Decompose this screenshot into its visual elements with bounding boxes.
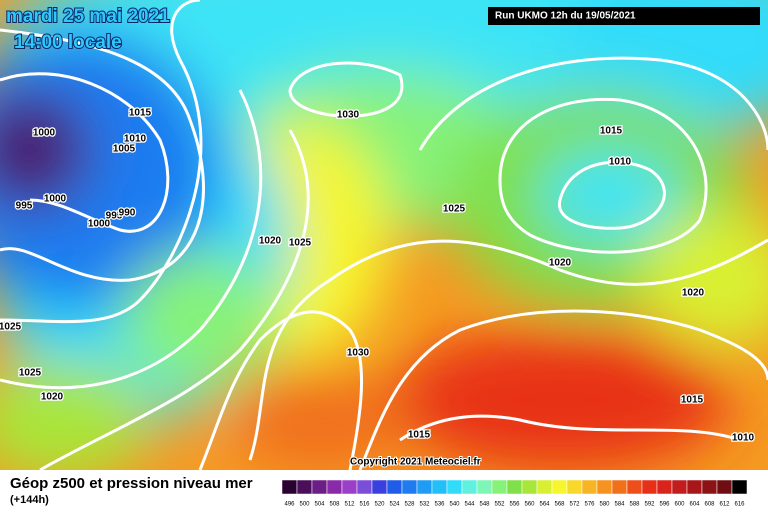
colorbar-swatch [716,479,733,495]
isobar-label: 1020 [549,258,572,269]
isobar-label: 1015 [681,395,704,406]
colorbar-label: 560 [524,502,535,508]
colorbar-swatch [551,479,568,495]
colorbar-swatch [446,479,463,495]
isobar-label: 1020 [41,392,64,403]
copyright: Copyright 2021 Meteociel.fr [350,457,481,468]
field [0,0,768,470]
colorbar-label: 600 [674,502,685,508]
colorbar-label: 500 [299,502,310,508]
isobar-label: 1010 [609,157,632,168]
isobar-label: 1000 [44,194,67,205]
colorbar-swatch [701,479,718,495]
colorbar-swatch [461,479,478,495]
colorbar-swatch [356,479,373,495]
colorbar-swatch [386,479,403,495]
isobar-label: 1030 [347,348,370,359]
time-title: 14:00 locale [14,32,122,53]
isobar-label: 1015 [129,108,152,119]
isobar-label: 1015 [600,126,623,137]
isobar-label: 1020 [259,236,282,247]
date-title: mardi 25 mai 2021 [6,6,170,27]
colorbar-swatch [596,479,613,495]
isobar-label: 1010 [124,134,147,145]
isobar-label: 1015 [408,430,431,441]
colorbar-label: 584 [614,502,625,508]
legend-title: Géop z500 et pression niveau mer [10,475,253,492]
isobar-labels: 1015 103010151010100510001010995100010009… [0,106,756,445]
isobar-label: 995 [106,211,123,222]
colorbar-label: 540 [449,502,460,508]
colorbar-label: 564 [539,502,550,508]
colorbar-label: 608 [704,502,715,508]
colorbar-label: 512 [344,502,355,508]
colorbar-label: 528 [404,502,415,508]
colorbar-label: 552 [494,502,505,508]
colorbar-label: 508 [329,502,340,508]
run-label: Run UKMO 12h du 19/05/2021 [495,11,636,22]
colorbar-label: 556 [509,502,520,508]
colorbar-label: 536 [434,502,445,508]
colorbar-swatch [566,479,583,495]
colorbar-swatch [311,479,328,495]
run-box [488,7,760,25]
colorbar-swatch [341,479,358,495]
colorbar-label: 504 [314,502,325,508]
colorbar-label: 524 [389,502,400,508]
colorbar-label: 532 [419,502,430,508]
isobar-label: 1020 [682,288,705,299]
colorbar-swatch [506,479,523,495]
colorbar-label: 576 [584,502,595,508]
isobar-label: 1025 [0,322,22,333]
isobar-label: 1010 [732,433,755,444]
legend-subtitle: (+144h) [10,494,49,506]
colorbar-label: 604 [689,502,700,508]
colorbar-swatch [281,479,298,495]
colorbar-swatch [536,479,553,495]
colorbar-swatch [641,479,658,495]
colorbar-swatch [656,479,673,495]
isobar-label: 1030 [337,110,360,121]
isobar-label: 1025 [19,368,42,379]
colorbar-swatch [416,479,433,495]
isobar-label: 995 [16,201,33,212]
colorbar-swatch [686,479,703,495]
colorbar-swatch [326,479,343,495]
colorbar-label: 548 [479,502,490,508]
colorbar-swatch [521,479,538,495]
colorbar-swatch [731,479,748,495]
isobar-label: 1025 [443,204,466,215]
colorbar-swatch [401,479,418,495]
colorbar-swatch [431,479,448,495]
colorbar-label: 596 [659,502,670,508]
colorbar: 496 500 504 508 512 516 520 524 528 532 536 540 544 5… [281,479,748,508]
colorbar-label: 568 [554,502,565,508]
isobar-label: 990 [119,208,136,219]
colorbar-label: 588 [629,502,640,508]
isobar-label: 1000 [33,128,56,139]
colorbar-label: 592 [644,502,655,508]
colorbar-swatch [581,479,598,495]
colorbar-label: 572 [569,502,580,508]
colorbar-label: 496 [284,502,295,508]
colorbar-swatch [296,479,313,495]
colorbar-label: 520 [374,502,385,508]
colorbar-swatch [491,479,508,495]
colorbar-swatch [671,479,688,495]
colorbar-label: 580 [599,502,610,508]
isobar-label: 1025 [289,238,312,249]
isobar-label: 1005 [113,144,136,155]
colorbar-swatch [476,479,493,495]
colorbar-label: 612 [719,502,730,508]
isobar-label: 1000 [88,219,111,230]
colorbar-swatch [626,479,643,495]
colorbar-swatch [371,479,388,495]
colorbar-label: 516 [359,502,370,508]
colorbar-label: 616 [734,502,745,508]
colorbar-swatch [611,479,628,495]
colorbar-label: 544 [464,502,475,508]
